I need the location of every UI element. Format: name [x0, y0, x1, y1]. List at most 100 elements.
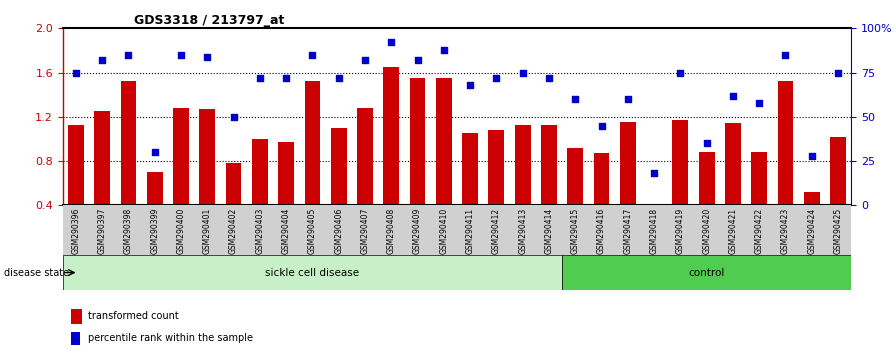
Text: GSM290402: GSM290402	[229, 208, 238, 254]
Text: GSM290423: GSM290423	[781, 208, 790, 254]
Text: GSM290416: GSM290416	[597, 208, 606, 254]
Bar	[673, 120, 688, 250]
Point	[332, 75, 346, 81]
Text: GSM290398: GSM290398	[124, 208, 133, 254]
Text: GSM290413: GSM290413	[518, 208, 527, 254]
Bar	[147, 172, 162, 250]
Text: GSM290414: GSM290414	[545, 208, 554, 254]
Point	[673, 70, 687, 75]
Point	[752, 100, 766, 105]
Text: GSM290417: GSM290417	[624, 208, 633, 254]
Text: GSM290397: GSM290397	[98, 208, 107, 254]
Point	[358, 57, 372, 63]
Bar	[725, 124, 741, 250]
Bar	[383, 67, 399, 250]
Text: GSM290411: GSM290411	[466, 208, 475, 254]
Bar	[173, 108, 189, 250]
Text: GSM290420: GSM290420	[702, 208, 711, 254]
Point	[253, 75, 267, 81]
Text: GSM290418: GSM290418	[650, 208, 659, 254]
Text: GSM290408: GSM290408	[387, 208, 396, 254]
Text: GSM290403: GSM290403	[255, 208, 264, 254]
Bar	[94, 111, 110, 250]
Point	[594, 123, 608, 129]
Bar	[121, 81, 136, 250]
Bar	[541, 125, 556, 250]
Bar	[462, 133, 478, 250]
Point	[306, 52, 320, 58]
Point	[69, 70, 83, 75]
Text: GSM290412: GSM290412	[492, 208, 501, 254]
Bar	[831, 137, 846, 250]
FancyBboxPatch shape	[562, 255, 851, 290]
Bar	[778, 81, 793, 250]
Bar	[567, 148, 583, 250]
Bar	[331, 128, 347, 250]
Text: GSM290407: GSM290407	[360, 208, 369, 254]
Point	[200, 54, 214, 59]
Text: GSM290406: GSM290406	[334, 208, 343, 254]
Text: GDS3318 / 213797_at: GDS3318 / 213797_at	[134, 14, 285, 27]
Point	[463, 82, 478, 88]
Text: control: control	[688, 268, 725, 278]
Bar	[515, 125, 530, 250]
Bar	[71, 332, 80, 345]
Text: GSM290424: GSM290424	[807, 208, 816, 254]
Point	[621, 96, 635, 102]
Text: GSM290399: GSM290399	[151, 208, 159, 254]
Text: GSM290425: GSM290425	[833, 208, 842, 254]
Text: disease state: disease state	[4, 268, 70, 278]
Point	[148, 149, 162, 155]
Bar	[804, 192, 820, 250]
FancyBboxPatch shape	[63, 255, 562, 290]
Point	[436, 47, 451, 52]
Point	[515, 70, 530, 75]
Text: GSM290404: GSM290404	[281, 208, 290, 254]
Point	[279, 75, 293, 81]
Text: sickle cell disease: sickle cell disease	[265, 268, 359, 278]
Point	[647, 171, 661, 176]
Bar	[488, 130, 504, 250]
Text: GSM290405: GSM290405	[308, 208, 317, 254]
Bar	[68, 125, 83, 250]
Bar	[752, 152, 767, 250]
Text: GSM290419: GSM290419	[676, 208, 685, 254]
Bar	[646, 205, 662, 250]
Bar	[594, 153, 609, 250]
Text: GSM290400: GSM290400	[177, 208, 185, 254]
Bar	[252, 139, 268, 250]
Bar	[620, 122, 635, 250]
Text: GSM290401: GSM290401	[202, 208, 211, 254]
Point	[700, 141, 714, 146]
Point	[779, 52, 793, 58]
Text: GSM290410: GSM290410	[439, 208, 448, 254]
Bar	[279, 142, 294, 250]
Bar	[200, 109, 215, 250]
Point	[410, 57, 425, 63]
Point	[726, 93, 740, 98]
Bar	[63, 205, 851, 255]
Bar	[305, 81, 320, 250]
Text: percentile rank within the sample: percentile rank within the sample	[88, 333, 253, 343]
Bar	[358, 108, 373, 250]
Bar	[699, 152, 714, 250]
Bar	[71, 309, 82, 324]
Bar	[226, 163, 241, 250]
Point	[384, 40, 399, 45]
Text: transformed count: transformed count	[88, 311, 178, 321]
Text: GSM290422: GSM290422	[754, 208, 763, 254]
Point	[831, 70, 845, 75]
Point	[542, 75, 556, 81]
Point	[121, 52, 135, 58]
Point	[227, 114, 241, 120]
Text: GSM290396: GSM290396	[72, 208, 81, 254]
Bar	[409, 78, 426, 250]
Point	[174, 52, 188, 58]
Point	[489, 75, 504, 81]
Point	[805, 153, 819, 159]
Text: GSM290415: GSM290415	[571, 208, 580, 254]
Text: GSM290421: GSM290421	[728, 208, 737, 254]
Text: GSM290409: GSM290409	[413, 208, 422, 254]
Bar	[436, 78, 452, 250]
Point	[568, 96, 582, 102]
